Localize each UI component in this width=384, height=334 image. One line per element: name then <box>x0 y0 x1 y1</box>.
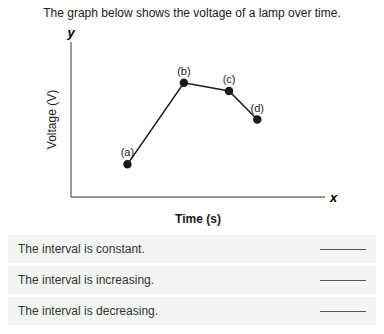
svg-text:(d): (d) <box>251 102 264 114</box>
html-text:The interval is constant.: The interval is constant. <box>18 242 145 256</box>
svg-text:Voltage (V): Voltage (V) <box>45 90 59 149</box>
svg-text:Time (s): Time (s) <box>175 212 221 226</box>
html-text:The interval is decreasing.: The interval is decreasing. <box>18 304 159 318</box>
svg-text:x: x <box>329 190 338 205</box>
svg-text:(a): (a) <box>121 146 134 158</box>
svg-text:(c): (c) <box>223 73 236 85</box>
svg-text:(b): (b) <box>177 65 190 77</box>
html-text:The graph below shows the volt: The graph below shows the voltage of a l… <box>43 6 341 20</box>
html-text:The interval is increasing.: The interval is increasing. <box>18 273 155 287</box>
svg-text:y: y <box>66 26 75 40</box>
